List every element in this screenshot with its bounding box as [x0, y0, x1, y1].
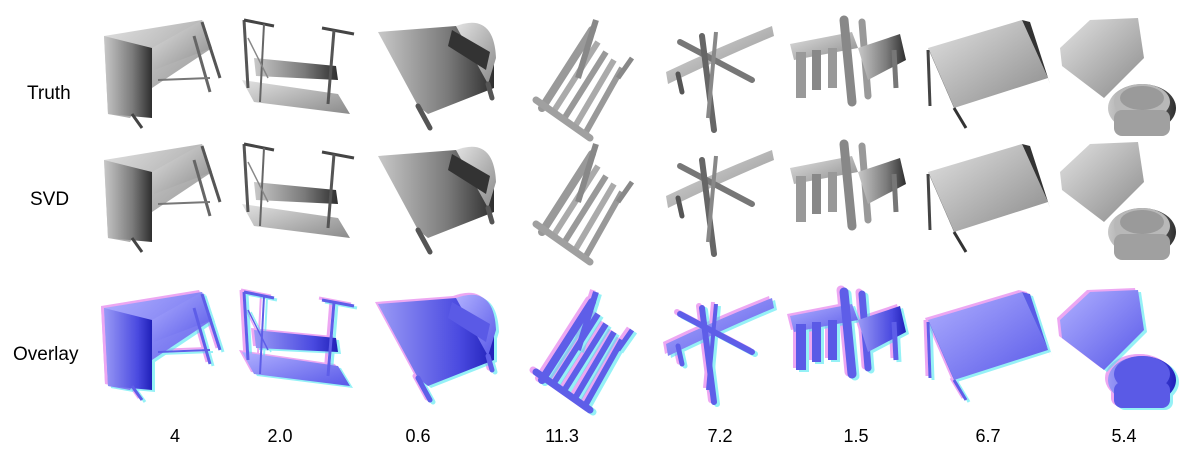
render-overlay-2 — [237, 288, 359, 390]
render-svd-4 — [536, 144, 632, 262]
error-value-3: 0.6 — [405, 426, 431, 446]
render-truth-5 — [666, 26, 774, 130]
render-overlay-5 — [663, 296, 777, 404]
error-value-6: 1.5 — [843, 426, 869, 446]
render-svd-5 — [666, 150, 774, 254]
render-overlay-7 — [923, 288, 1055, 404]
error-value-5: 7.2 — [707, 426, 733, 446]
render-svd-6 — [790, 144, 906, 226]
render-svd-1 — [102, 142, 222, 254]
render-truth-6 — [790, 20, 906, 102]
row-label-svd: SVD — [30, 189, 70, 210]
render-svd-2 — [240, 142, 356, 240]
row-label-overlay: Overlay — [13, 344, 79, 365]
error-value-1: 4 — [169, 426, 180, 446]
error-value-8: 5.4 — [1111, 426, 1137, 446]
render-truth-3 — [378, 23, 496, 128]
render-overlay-8 — [1057, 288, 1179, 410]
render-overlay-6 — [787, 290, 909, 376]
render-truth-8 — [1060, 18, 1176, 136]
render-truth-7 — [926, 18, 1052, 130]
render-overlay-4 — [533, 290, 635, 412]
error-value-7: 6.7 — [975, 426, 1001, 446]
render-truth-2 — [240, 18, 356, 116]
render-truth-4 — [536, 20, 632, 138]
error-value-2: 2.0 — [267, 426, 293, 446]
render-svd-3 — [378, 147, 496, 252]
render-truth-1 — [102, 18, 222, 130]
render-overlay-1 — [99, 288, 225, 404]
render-overlay-3 — [375, 293, 499, 402]
render-svd-8 — [1060, 142, 1176, 260]
render-svd-7 — [926, 142, 1052, 254]
row-label-truth: Truth — [27, 83, 71, 104]
error-value-4: 11.3 — [545, 426, 579, 446]
